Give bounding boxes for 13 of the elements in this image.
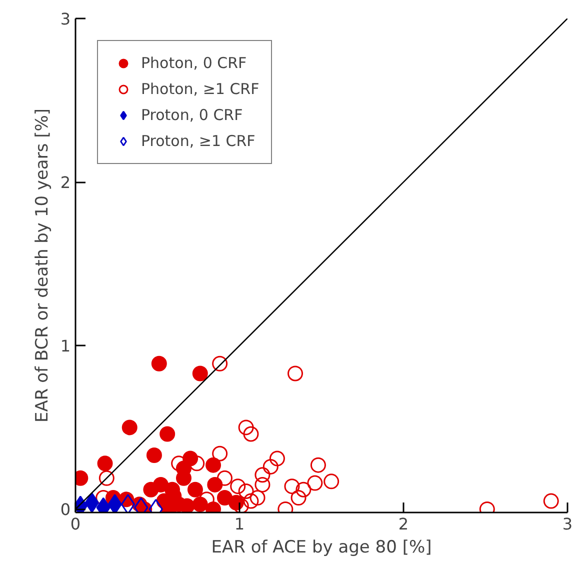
y-tick-label: 2 (60, 173, 71, 192)
x-axis-title: EAR of ACE by age 80 [%] (211, 538, 432, 558)
y-tick-label: 0 (60, 500, 71, 520)
y-axis-title: EAR of BCR or death by 10 years [%] (32, 108, 52, 423)
legend-label: Proton, ≥1 CRF (141, 132, 256, 150)
legend-label: Proton, 0 CRF (141, 106, 243, 124)
x-tick-label: 2 (398, 514, 409, 534)
y-tick-label: 3 (60, 10, 71, 28)
y-tick-label: 1 (60, 336, 71, 356)
x-tick-label: 1 (234, 514, 245, 534)
x-tick-label: 3 (562, 514, 573, 534)
legend-label: Photon, ≥1 CRF (141, 80, 260, 98)
legend-label: Photon, 0 CRF (141, 54, 247, 72)
